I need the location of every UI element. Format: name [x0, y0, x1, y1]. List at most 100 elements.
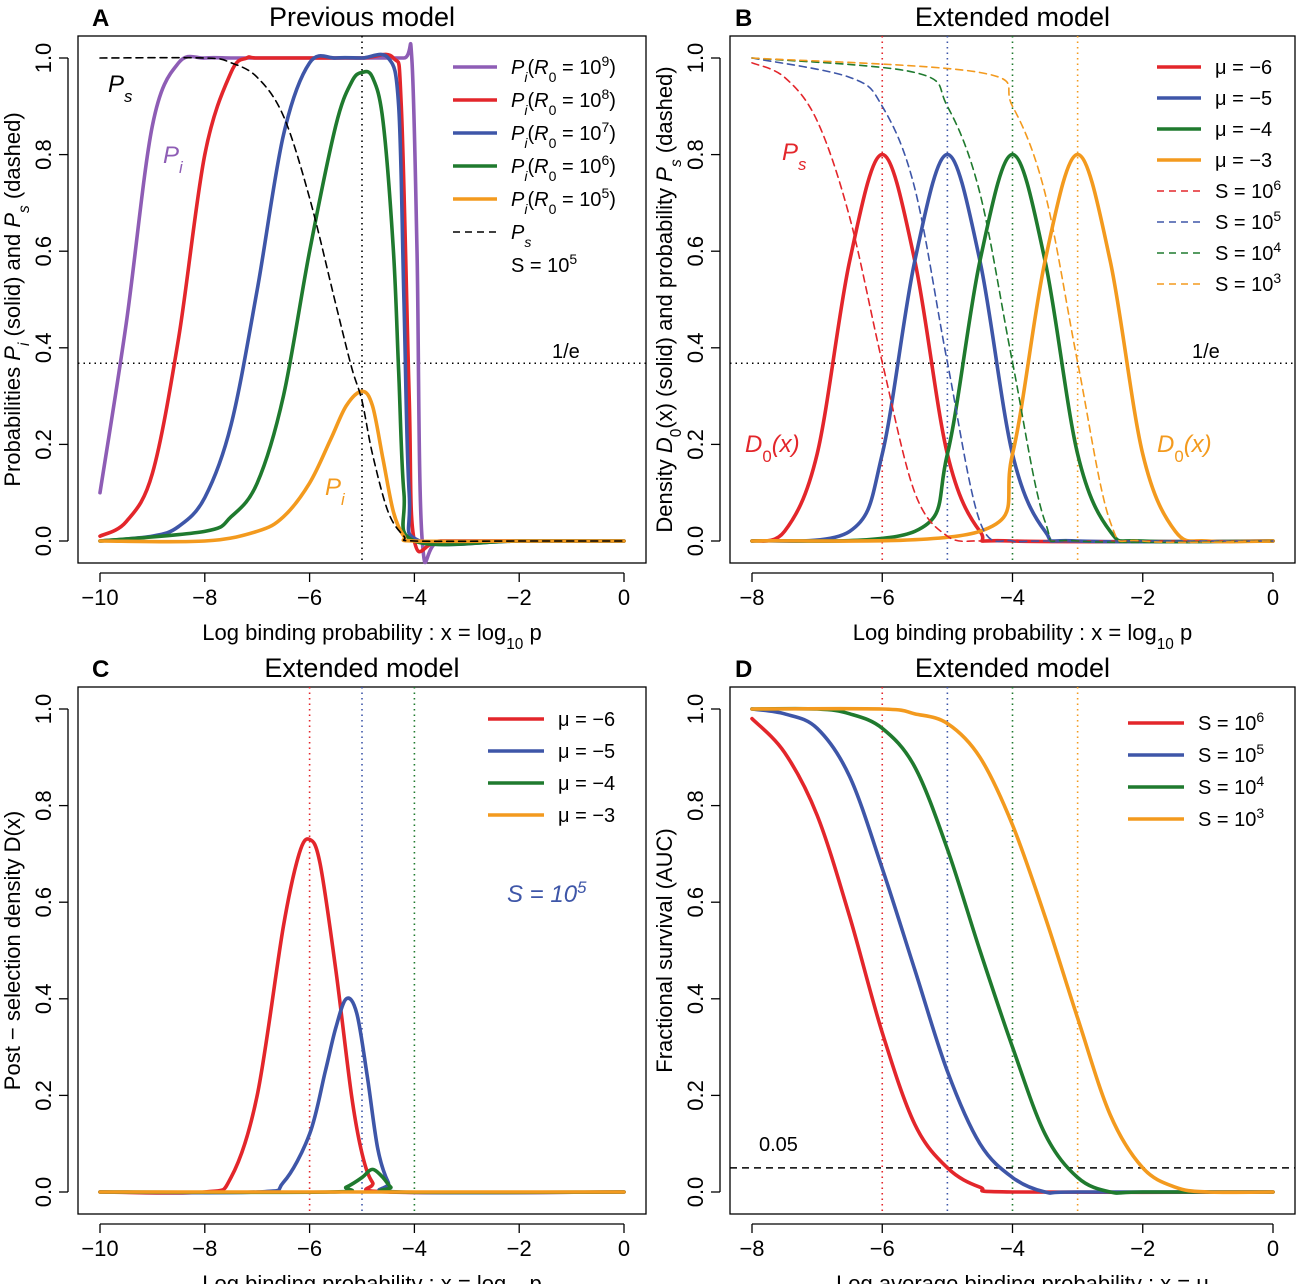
series-line-6 — [99, 56, 625, 543]
legend-label: μ = −3 — [558, 805, 615, 827]
panel-title: Extended model — [915, 2, 1110, 32]
y-tick-label: 0.2 — [31, 429, 56, 460]
x-tick-label: −8 — [739, 585, 764, 610]
x-axis-title: Log binding probability : x = log10 p — [853, 620, 1192, 653]
legend-label: Pi(R0 = 106) — [511, 152, 616, 184]
panel-title: Previous model — [269, 2, 455, 32]
y-tick-label: 0.6 — [31, 887, 56, 918]
annotation: Ps — [782, 139, 807, 174]
y-tick-label: 0.8 — [683, 139, 708, 170]
annotation: Ps — [108, 71, 133, 106]
legend-label: Pi(R0 = 108) — [511, 86, 616, 118]
panel-title: Extended model — [264, 653, 459, 683]
y-tick-label: 0.0 — [683, 1177, 708, 1208]
panel-title: Extended model — [915, 653, 1110, 683]
legend: μ = −6 μ = −5 μ = −4 μ = −3 S = 106 S = 105 S … — [1157, 57, 1281, 296]
y-tick-label: 0.4 — [31, 984, 56, 1015]
legend-label: S = 106 — [1198, 709, 1264, 735]
x-tick-label: 0 — [1267, 585, 1279, 610]
legend-label: Ps — [511, 222, 531, 250]
legend-label: μ = −5 — [558, 741, 615, 763]
legend-label: S = 104 — [1215, 239, 1281, 265]
x-tick-label: −10 — [81, 585, 118, 610]
legend-label: Pi(R0 = 109) — [511, 53, 616, 85]
y-tick-label: 1.0 — [31, 694, 56, 725]
series-line-1 — [98, 837, 626, 1195]
reference-hline-label: 0.05 — [759, 1134, 798, 1156]
panel-d: D Extended model −8 −6 −4 −2 0 Log average bind… — [652, 653, 1296, 1284]
legend-label: Pi(R0 = 105) — [511, 185, 616, 217]
series-line-3 — [98, 52, 626, 547]
x-tick-label: −2 — [507, 1236, 532, 1261]
legend-label: S = 104 — [1198, 773, 1264, 799]
y-tick-label: 1.0 — [683, 43, 708, 74]
series-line-4 — [750, 152, 1275, 544]
series-line-8 — [751, 57, 1274, 544]
x-tick-label: −4 — [1000, 585, 1025, 610]
y-tick-label: 0.8 — [683, 790, 708, 821]
legend-label: S = 103 — [1198, 805, 1264, 831]
x-tick-label: −4 — [1000, 1236, 1025, 1261]
annotation: Pi — [163, 142, 184, 177]
x-axis-title: Log binding probability : x = log10 p — [202, 620, 541, 653]
annotation: S = 105 — [507, 878, 587, 909]
annotation: D0(x) — [745, 431, 800, 466]
series-line-3 — [750, 706, 1275, 1195]
legend-label: S = 105 — [1198, 741, 1264, 767]
legend-label: μ = −3 — [1215, 150, 1272, 172]
panel-letter: D — [735, 656, 752, 683]
y-tick-label: 1.0 — [31, 43, 56, 74]
plot-frame — [77, 686, 647, 1215]
y-tick-label: 0.0 — [683, 526, 708, 557]
y-tick-label: 0.4 — [683, 333, 708, 364]
panel-a: A Previous model −10 −8 −6 −4 −2 0 Log binding p… — [0, 2, 647, 653]
y-axis-title: Post − selection density D(x) — [0, 811, 25, 1090]
y-tick-label: 0.4 — [31, 333, 56, 364]
y-tick-label: 0.2 — [683, 1080, 708, 1111]
y-tick-label: 0.6 — [683, 236, 708, 267]
y-tick-label: 0.0 — [31, 526, 56, 557]
y-tick-label: 0.2 — [683, 429, 708, 460]
panel-letter: B — [735, 5, 752, 32]
legend-label: μ = −4 — [558, 773, 615, 795]
x-tick-label: −6 — [870, 585, 895, 610]
x-axis-title: Log average binding probability : x = μ — [836, 1271, 1209, 1284]
series-line-7 — [751, 57, 1274, 544]
x-tick-label: −2 — [1130, 1236, 1155, 1261]
y-tick-label: 0.8 — [31, 139, 56, 170]
x-tick-label: −6 — [297, 1236, 322, 1261]
y-tick-label: 0.0 — [31, 1177, 56, 1208]
x-tick-label: −6 — [870, 1236, 895, 1261]
y-axis-title: Density D0(x) (solid) and probability Ps… — [652, 66, 685, 532]
x-tick-label: −8 — [739, 1236, 764, 1261]
x-axis-title: Log binding probability : x = log10 p — [202, 1271, 541, 1284]
legend-label: μ = −4 — [1215, 119, 1272, 141]
panel-letter: A — [92, 5, 109, 32]
series-line-4 — [98, 69, 626, 547]
legend-label: S = 103 — [1215, 270, 1281, 296]
x-tick-label: −2 — [507, 585, 532, 610]
series-line-6 — [751, 57, 1274, 544]
x-tick-label: 0 — [1267, 1236, 1279, 1261]
series-line-3 — [750, 152, 1275, 544]
y-tick-label: 0.6 — [31, 236, 56, 267]
y-tick-label: 0.6 — [683, 887, 708, 918]
legend-label: S = 105 — [511, 251, 577, 277]
series-line-4 — [750, 706, 1275, 1195]
legend: Pi(R0 = 109)Pi(R0 = 108)Pi(R0 = 107)Pi(R… — [453, 53, 616, 277]
reference-hline-label: 1/e — [552, 341, 580, 363]
annotation: D0(x) — [1157, 431, 1212, 466]
series-line-1 — [750, 716, 1275, 1195]
y-tick-label: 0.4 — [683, 984, 708, 1015]
panel-c: C Extended model −10 −8 −6 −4 −2 0 Log binding p… — [0, 653, 647, 1284]
legend: μ = −6 μ = −5 μ = −4 μ = −3 — [488, 709, 615, 827]
panel-b: B Extended model −8 −6 −4 −2 0 Log binding prob… — [652, 2, 1296, 653]
legend-label: S = 106 — [1215, 177, 1281, 203]
y-axis-title: Probabilities Pi (solid) and Ps (dashed) — [0, 112, 33, 486]
x-tick-label: −2 — [1130, 585, 1155, 610]
y-tick-label: 0.8 — [31, 790, 56, 821]
x-tick-label: 0 — [618, 585, 630, 610]
x-tick-label: −6 — [297, 585, 322, 610]
panel-letter: C — [92, 656, 109, 683]
